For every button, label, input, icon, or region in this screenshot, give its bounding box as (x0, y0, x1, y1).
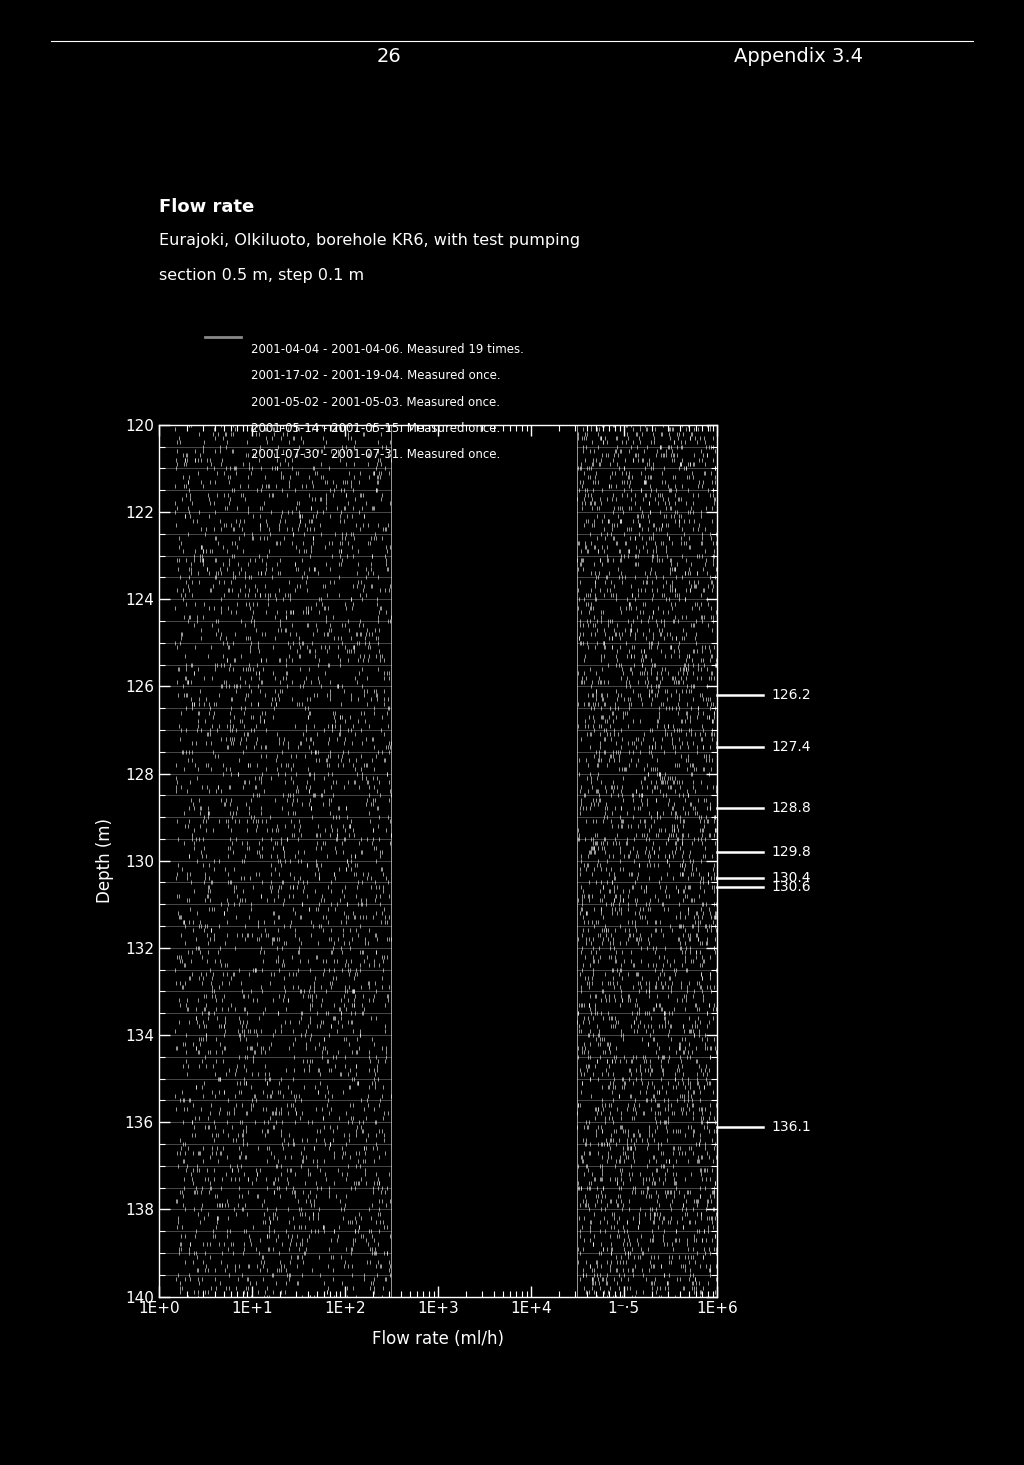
Text: Appendix 3.4: Appendix 3.4 (734, 47, 863, 66)
X-axis label: Flow rate (ml/h): Flow rate (ml/h) (372, 1330, 504, 1348)
Text: 26: 26 (377, 47, 401, 66)
Text: 129.8: 129.8 (771, 845, 811, 858)
Text: 2001-07-30 - 2001-07-31. Measured once.: 2001-07-30 - 2001-07-31. Measured once. (251, 448, 500, 461)
Text: 2001-05-14 - 2001-05-15. Measured once.: 2001-05-14 - 2001-05-15. Measured once. (251, 422, 500, 435)
Y-axis label: Depth (m): Depth (m) (95, 817, 114, 904)
Text: 126.2: 126.2 (771, 689, 811, 702)
Text: Flow rate: Flow rate (159, 198, 254, 215)
Text: Eurajoki, Olkiluoto, borehole KR6, with test pumping: Eurajoki, Olkiluoto, borehole KR6, with … (159, 233, 580, 248)
Text: 2001-17-02 - 2001-19-04. Measured once.: 2001-17-02 - 2001-19-04. Measured once. (251, 369, 501, 382)
Text: 130.6: 130.6 (771, 880, 811, 894)
Text: 127.4: 127.4 (771, 740, 811, 754)
Text: 136.1: 136.1 (771, 1119, 811, 1134)
Text: 128.8: 128.8 (771, 801, 811, 816)
Text: section 0.5 m, step 0.1 m: section 0.5 m, step 0.1 m (159, 268, 364, 283)
Text: 2001-05-02 - 2001-05-03. Measured once.: 2001-05-02 - 2001-05-03. Measured once. (251, 396, 500, 409)
Text: 2001-04-04 - 2001-04-06. Measured 19 times.: 2001-04-04 - 2001-04-06. Measured 19 tim… (251, 343, 523, 356)
Text: 130.4: 130.4 (771, 872, 811, 885)
